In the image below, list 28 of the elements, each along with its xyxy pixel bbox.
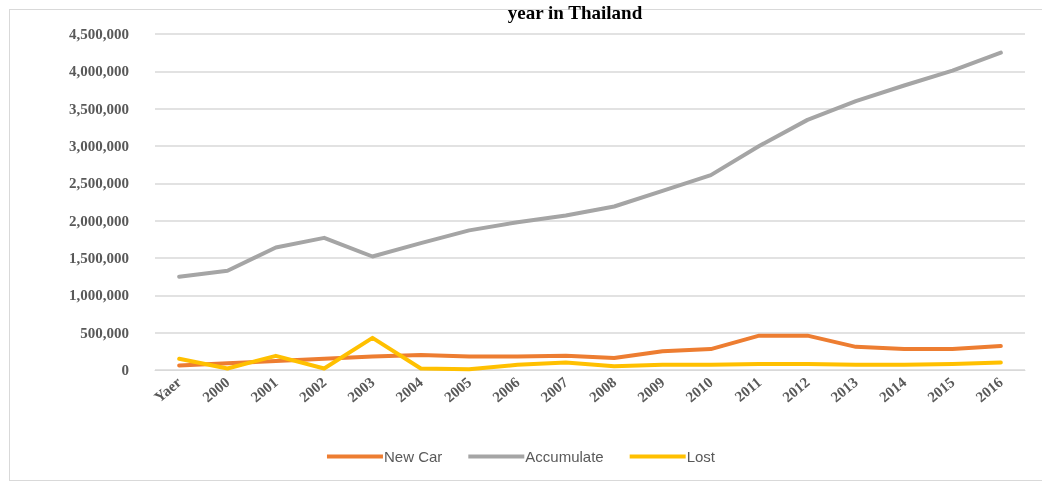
x-tick-label: 2010: [682, 373, 716, 406]
y-tick-label: 3,000,000: [69, 138, 129, 154]
y-tick-label: 3,500,000: [69, 100, 129, 117]
x-tick-label: 2005: [441, 373, 475, 406]
y-tick-label: 4,500,000: [69, 26, 129, 42]
y-tick-label: 500,000: [80, 324, 129, 341]
x-tick-label: 2009: [634, 373, 668, 406]
y-tick-label: 2,000,000: [69, 212, 129, 229]
chart-title: year in Thailand: [507, 2, 643, 23]
x-tick-label: Yaer: [151, 373, 185, 406]
x-tick-label: 2013: [827, 373, 861, 406]
x-tick-label: 2002: [296, 373, 330, 406]
line-series: [177, 50, 1003, 279]
x-tick-label: 2012: [779, 373, 813, 406]
x-tick-label: 2014: [876, 373, 910, 406]
y-tick-label: 0: [121, 362, 129, 378]
legend-label: Lost: [686, 448, 716, 465]
legend-label: Accumulate: [525, 448, 604, 465]
y-tick-label: 1,000,000: [69, 287, 129, 304]
y-tick-label: 2,500,000: [69, 175, 129, 192]
x-tick-label: 2000: [199, 373, 233, 406]
x-tick-label: 2008: [586, 373, 620, 406]
legend-label: New Car: [383, 448, 443, 465]
y-tick-label: 1,500,000: [69, 250, 129, 266]
x-tick-label: 2011: [731, 373, 765, 405]
y-tick-label: 4,000,000: [69, 63, 129, 80]
x-tick-label: 2003: [344, 373, 378, 406]
x-tick-label: 2001: [247, 373, 281, 406]
